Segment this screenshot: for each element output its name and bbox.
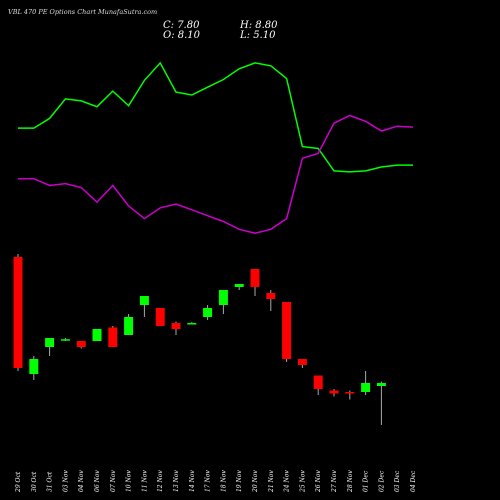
low-value: L: 5.10 <box>240 30 276 41</box>
x-tick-label: 01 Dec <box>363 470 370 492</box>
candle-body <box>218 290 228 305</box>
close-value: C: 7.80 <box>163 20 200 31</box>
upper-band-line <box>18 61 413 173</box>
candle-body <box>60 339 70 341</box>
candle-body <box>124 317 134 335</box>
x-tick-label: 03 Nov <box>62 470 69 492</box>
x-tick-label: 04 Dec <box>410 470 417 492</box>
candle-body <box>329 390 339 394</box>
candle-body <box>376 383 386 386</box>
x-tick-label: 25 Nov <box>299 470 306 493</box>
candle-body <box>187 323 197 325</box>
candle-body <box>171 323 181 329</box>
candle-body <box>92 329 102 341</box>
x-tick-label: 10 Nov <box>126 470 133 492</box>
x-tick-label: 24 Nov <box>284 470 291 493</box>
candle-body <box>108 327 118 347</box>
candle-body <box>297 359 307 365</box>
candle-body <box>13 257 23 368</box>
candle-body <box>45 338 55 347</box>
x-tick-label: 30 Oct <box>31 471 38 492</box>
x-tick-label: 21 Nov <box>268 470 275 493</box>
high-value: H: 8.80 <box>240 20 278 31</box>
candle-body <box>139 296 149 305</box>
x-tick-label: 11 Nov <box>141 470 148 492</box>
x-tick-label: 04 Nov <box>78 470 85 492</box>
candle-body <box>361 383 371 392</box>
candle-body <box>29 359 39 374</box>
lower-band-line <box>18 114 414 234</box>
x-tick-label: 28 Nov <box>347 470 354 493</box>
x-tick-label: 03 Dec <box>394 470 401 492</box>
chart-title: VBL 470 PE Options Chart MunafaSutra.com <box>8 8 158 16</box>
x-tick-label: 20 Nov <box>252 470 259 493</box>
x-tick-label: 27 Nov <box>331 470 338 493</box>
candle-body <box>250 269 260 287</box>
open-value: O: 8.10 <box>163 30 201 41</box>
x-tick-label: 06 Nov <box>94 470 101 492</box>
candle-body <box>266 293 276 299</box>
candle-body <box>76 341 86 347</box>
bollinger-bands <box>18 61 414 234</box>
candle-body <box>155 308 165 326</box>
candle-body <box>203 308 213 317</box>
x-tick-label: 19 Nov <box>236 470 243 492</box>
candle-body <box>313 375 323 389</box>
x-tick-label: 26 Nov <box>315 470 322 493</box>
x-tick-label: 13 Nov <box>173 470 180 492</box>
x-tick-label: 02 Dec <box>378 470 385 492</box>
x-tick-label: 12 Nov <box>157 470 164 492</box>
x-tick-label: 07 Nov <box>110 470 117 492</box>
x-axis-tick-labels: 29 Oct 30 Oct 31 Oct 03 Nov 04 Nov 06 Nov 07 N… <box>15 470 417 493</box>
candle-body <box>345 392 355 394</box>
x-tick-label: 14 Nov <box>189 470 196 492</box>
x-tick-label: 18 Nov <box>220 470 227 492</box>
x-tick-label: 29 Oct <box>15 471 22 493</box>
candle-body <box>282 302 292 359</box>
candles <box>13 254 386 425</box>
x-tick-label: 31 Oct <box>47 471 54 492</box>
x-tick-label: 17 Nov <box>205 470 212 492</box>
candle-body <box>234 284 244 287</box>
